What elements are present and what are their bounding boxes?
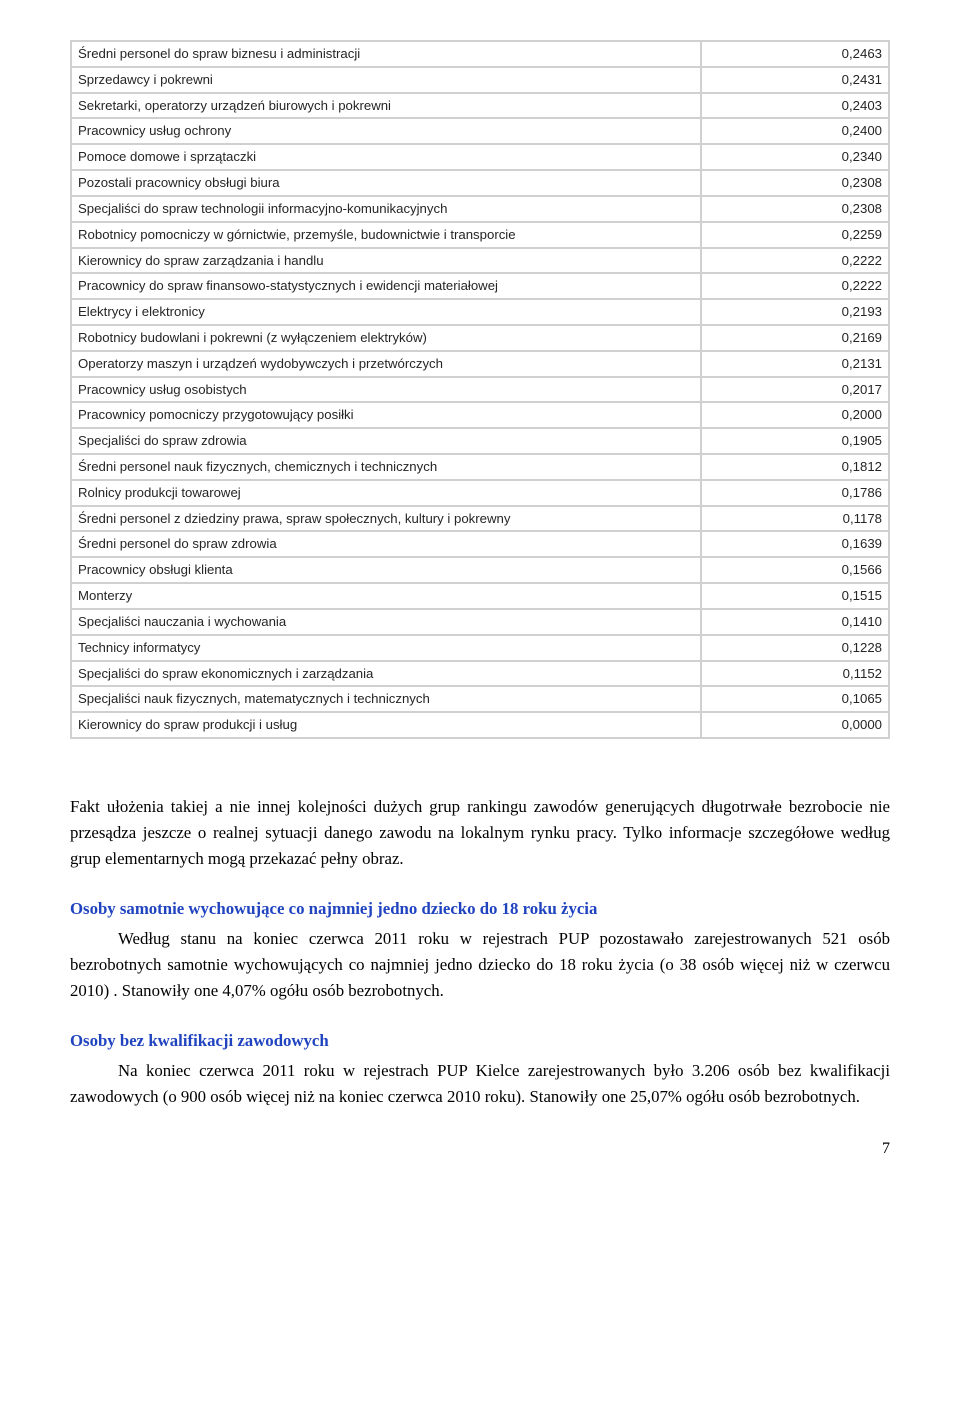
occupation-value: 0,2400 — [701, 118, 889, 144]
occupation-label: Pracownicy do spraw finansowo-statystycz… — [71, 273, 701, 299]
occupation-value: 0,2308 — [701, 170, 889, 196]
table-row: Sekretarki, operatorzy urządzeń biurowyc… — [71, 93, 889, 119]
body-text-region: Fakt ułożenia takiej a nie innej kolejno… — [70, 794, 890, 1110]
occupation-value: 0,2431 — [701, 67, 889, 93]
occupation-label: Specjaliści do spraw zdrowia — [71, 428, 701, 454]
occupation-value: 0,0000 — [701, 712, 889, 738]
occupation-value: 0,1566 — [701, 557, 889, 583]
occupation-label: Sekretarki, operatorzy urządzeń biurowyc… — [71, 93, 701, 119]
table-row: Pracownicy obsługi klienta0,1566 — [71, 557, 889, 583]
occupation-label: Średni personel nauk fizycznych, chemicz… — [71, 454, 701, 480]
occupation-value: 0,2463 — [701, 41, 889, 67]
table-row: Robotnicy budowlani i pokrewni (z wyłącz… — [71, 325, 889, 351]
occupation-label: Średni personel z dziedziny prawa, spraw… — [71, 506, 701, 532]
occupation-value: 0,2308 — [701, 196, 889, 222]
occupation-label: Specjaliści nauczania i wychowania — [71, 609, 701, 635]
occupation-label: Średni personel do spraw zdrowia — [71, 531, 701, 557]
occupation-value: 0,2340 — [701, 144, 889, 170]
table-row: Pracownicy usług osobistych0,2017 — [71, 377, 889, 403]
table-row: Robotnicy pomocniczy w górnictwie, przem… — [71, 222, 889, 248]
occupation-value: 0,1786 — [701, 480, 889, 506]
occupation-label: Pozostali pracownicy obsługi biura — [71, 170, 701, 196]
occupation-value: 0,1065 — [701, 686, 889, 712]
occupation-label: Specjaliści do spraw technologii informa… — [71, 196, 701, 222]
occupation-value: 0,1410 — [701, 609, 889, 635]
occupation-label: Rolnicy produkcji towarowej — [71, 480, 701, 506]
occupation-label: Specjaliści do spraw ekonomicznych i zar… — [71, 661, 701, 687]
occupation-label: Kierownicy do spraw zarządzania i handlu — [71, 248, 701, 274]
occupation-value: 0,2403 — [701, 93, 889, 119]
occupation-label: Średni personel do spraw biznesu i admin… — [71, 41, 701, 67]
occupation-value: 0,2193 — [701, 299, 889, 325]
occupation-value: 0,1228 — [701, 635, 889, 661]
occupation-label: Pracownicy usług osobistych — [71, 377, 701, 403]
table-row: Operatorzy maszyn i urządzeń wydobywczyc… — [71, 351, 889, 377]
occupation-label: Pomoce domowe i sprzątaczki — [71, 144, 701, 170]
table-row: Rolnicy produkcji towarowej0,1786 — [71, 480, 889, 506]
occupations-table: Średni personel do spraw biznesu i admin… — [70, 40, 890, 739]
table-row: Specjaliści do spraw technologii informa… — [71, 196, 889, 222]
table-row: Średni personel z dziedziny prawa, spraw… — [71, 506, 889, 532]
table-row: Technicy informatycy0,1228 — [71, 635, 889, 661]
occupation-value: 0,2017 — [701, 377, 889, 403]
table-row: Monterzy0,1515 — [71, 583, 889, 609]
occupation-label: Pracownicy usług ochrony — [71, 118, 701, 144]
table-row: Sprzedawcy i pokrewni0,2431 — [71, 67, 889, 93]
occupation-label: Robotnicy pomocniczy w górnictwie, przem… — [71, 222, 701, 248]
occupation-label: Elektrycy i elektronicy — [71, 299, 701, 325]
occupation-value: 0,1639 — [701, 531, 889, 557]
occupation-value: 0,2131 — [701, 351, 889, 377]
occupation-label: Operatorzy maszyn i urządzeń wydobywczyc… — [71, 351, 701, 377]
table-row: Specjaliści nauk fizycznych, matematyczn… — [71, 686, 889, 712]
table-row: Pomoce domowe i sprzątaczki0,2340 — [71, 144, 889, 170]
occupation-label: Pracownicy pomocniczy przygotowujący pos… — [71, 402, 701, 428]
occupation-value: 0,2169 — [701, 325, 889, 351]
table-row: Średni personel do spraw zdrowia0,1639 — [71, 531, 889, 557]
table-row: Średni personel do spraw biznesu i admin… — [71, 41, 889, 67]
paragraph-2: Według stanu na koniec czerwca 2011 roku… — [70, 926, 890, 1004]
table-row: Pracownicy do spraw finansowo-statystycz… — [71, 273, 889, 299]
page-number: 7 — [70, 1140, 890, 1158]
occupation-label: Monterzy — [71, 583, 701, 609]
occupation-value: 0,1152 — [701, 661, 889, 687]
section-heading-2: Osoby bez kwalifikacji zawodowych — [70, 1028, 890, 1054]
table-row: Elektrycy i elektronicy0,2193 — [71, 299, 889, 325]
occupation-label: Technicy informatycy — [71, 635, 701, 661]
occupation-value: 0,1812 — [701, 454, 889, 480]
section-heading-1: Osoby samotnie wychowujące co najmniej j… — [70, 896, 890, 922]
occupation-value: 0,2259 — [701, 222, 889, 248]
occupation-value: 0,1178 — [701, 506, 889, 532]
occupation-label: Pracownicy obsługi klienta — [71, 557, 701, 583]
table-row: Specjaliści do spraw ekonomicznych i zar… — [71, 661, 889, 687]
occupation-label: Specjaliści nauk fizycznych, matematyczn… — [71, 686, 701, 712]
occupation-value: 0,1515 — [701, 583, 889, 609]
paragraph-3: Na koniec czerwca 2011 roku w rejestrach… — [70, 1058, 890, 1110]
table-row: Pozostali pracownicy obsługi biura0,2308 — [71, 170, 889, 196]
table-row: Specjaliści nauczania i wychowania0,1410 — [71, 609, 889, 635]
table-row: Pracownicy usług ochrony0,2400 — [71, 118, 889, 144]
table-row: Kierownicy do spraw produkcji i usług0,0… — [71, 712, 889, 738]
occupation-value: 0,2222 — [701, 248, 889, 274]
occupation-label: Sprzedawcy i pokrewni — [71, 67, 701, 93]
table-row: Pracownicy pomocniczy przygotowujący pos… — [71, 402, 889, 428]
occupation-label: Robotnicy budowlani i pokrewni (z wyłącz… — [71, 325, 701, 351]
paragraph-intro: Fakt ułożenia takiej a nie innej kolejno… — [70, 794, 890, 872]
occupation-value: 0,2000 — [701, 402, 889, 428]
occupation-value: 0,2222 — [701, 273, 889, 299]
table-row: Specjaliści do spraw zdrowia0,1905 — [71, 428, 889, 454]
table-row: Średni personel nauk fizycznych, chemicz… — [71, 454, 889, 480]
occupation-value: 0,1905 — [701, 428, 889, 454]
table-row: Kierownicy do spraw zarządzania i handlu… — [71, 248, 889, 274]
occupation-label: Kierownicy do spraw produkcji i usług — [71, 712, 701, 738]
